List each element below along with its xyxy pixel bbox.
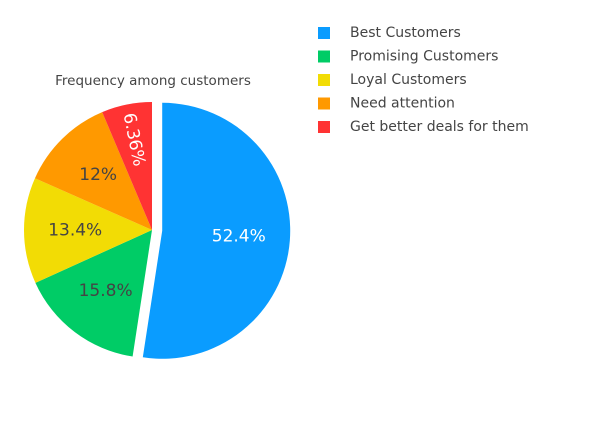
pie-slice-promising-customers bbox=[35, 230, 152, 357]
slice-label-1: 15.8% bbox=[79, 281, 133, 301]
pie-slices bbox=[24, 102, 291, 359]
slice-label-2: 13.4% bbox=[48, 220, 102, 240]
legend-swatch-4[interactable] bbox=[318, 121, 330, 133]
legend-swatch-2[interactable] bbox=[318, 74, 330, 86]
legend-swatch-3[interactable] bbox=[318, 97, 330, 110]
pie-slice-best-customers bbox=[142, 102, 291, 359]
legend-label-3[interactable]: Need attention bbox=[350, 96, 455, 112]
legend-swatch-0[interactable] bbox=[318, 27, 330, 39]
slice-label-3: 12% bbox=[79, 165, 117, 185]
pie-slice-need-attention bbox=[34, 112, 152, 230]
pie-slice-get-better-deals-for-them bbox=[102, 102, 152, 230]
pie-slice-loyal-customers bbox=[24, 178, 153, 283]
legend-label-4[interactable]: Get better deals for them bbox=[350, 119, 529, 135]
legend-label-2[interactable]: Loyal Customers bbox=[350, 72, 467, 88]
legend-label-1[interactable]: Promising Customers bbox=[350, 49, 498, 65]
chart-title: Frequency among customers bbox=[55, 73, 251, 89]
legend-label-0[interactable]: Best Customers bbox=[350, 25, 461, 41]
legend-swatch-1[interactable] bbox=[318, 50, 330, 63]
slice-label-0: 52.4% bbox=[212, 227, 266, 247]
legend: Best Customers Promising Customers Loyal C… bbox=[318, 25, 529, 135]
